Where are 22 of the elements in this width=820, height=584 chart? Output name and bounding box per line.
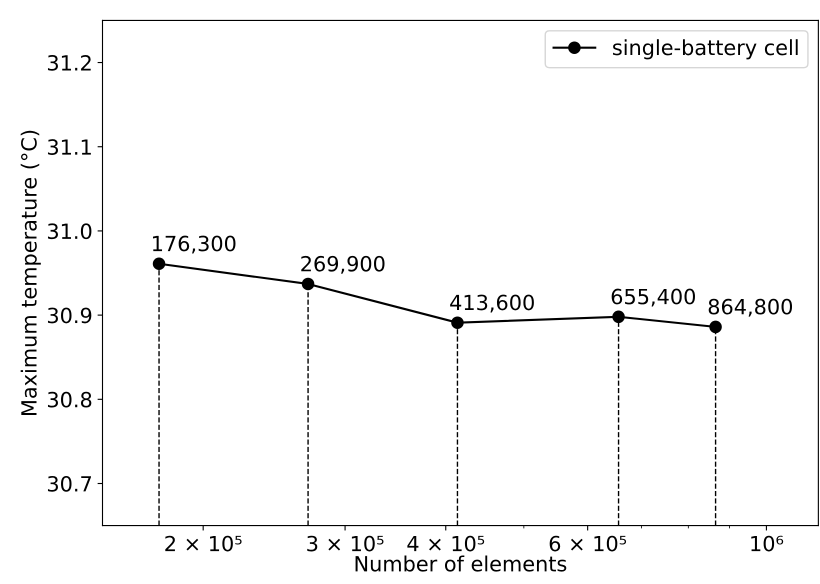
point xyxy=(152,258,166,270)
y-tick-label: 30.7 xyxy=(48,476,91,492)
y-tick-label: 30.8 xyxy=(48,392,92,408)
y-tick-label: 31.1 xyxy=(48,139,91,155)
annotation: 269,900 xyxy=(301,256,385,274)
y-tick-label: 30.9 xyxy=(48,308,92,324)
annotation: 655,400 xyxy=(612,288,695,307)
y-tick-label: 31.2 xyxy=(48,54,91,71)
y-axis-title: Maximum temperature (°C) xyxy=(20,130,41,415)
legend-label: single-battery cell xyxy=(613,39,798,60)
x-tick-label: 2 × 10⁵ xyxy=(165,536,242,552)
x-tick-label: 4 × 10⁵ xyxy=(407,536,484,552)
point xyxy=(302,278,314,290)
y-tick-label: 31.0 xyxy=(48,223,92,240)
x-tick-label: 3 × 10⁵ xyxy=(307,536,384,552)
annotation: 176,300 xyxy=(152,236,236,254)
annotation: 864,800 xyxy=(708,298,792,317)
x-tick-label: 6 × 10⁵ xyxy=(550,536,626,552)
point xyxy=(451,316,464,329)
annotation: 413,600 xyxy=(450,294,534,312)
x-tick-label: 10⁶ xyxy=(751,536,784,552)
x-axis-title: Number of elements xyxy=(356,555,566,572)
